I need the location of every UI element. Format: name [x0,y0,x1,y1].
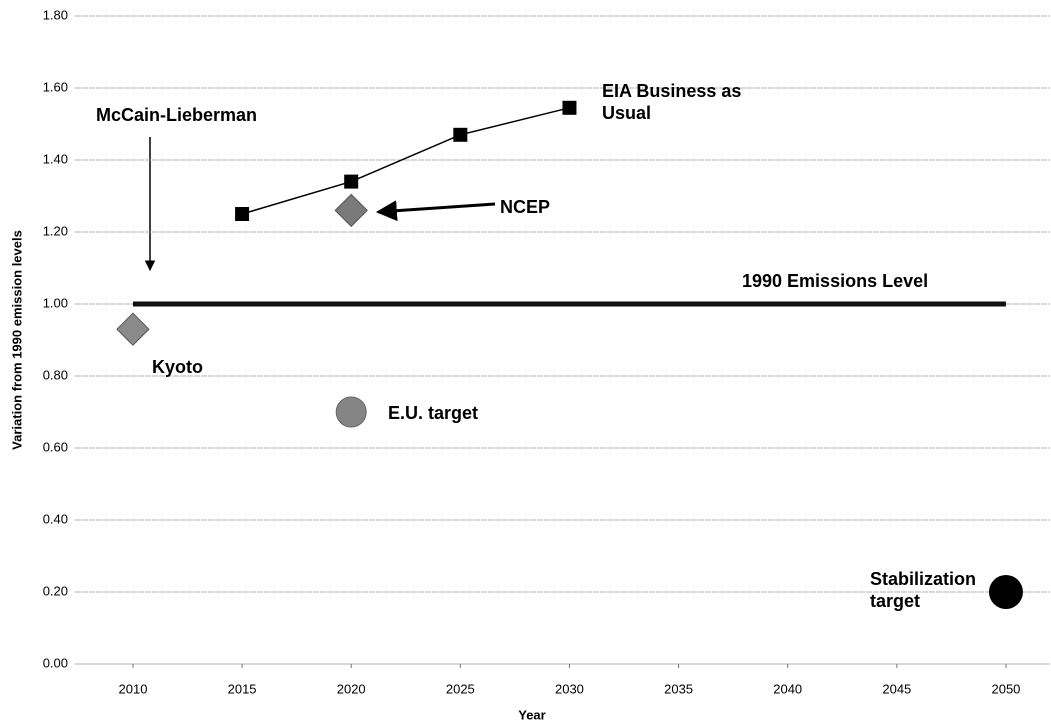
square-marker [562,100,577,115]
series-label: NCEP [500,197,551,217]
series-line [241,107,570,215]
y-tick-label: 1.20 [43,223,68,238]
square-marker [235,207,250,221]
y-tick-label: 1.60 [43,79,68,94]
x-tick-label: 2040 [773,681,802,696]
diamond-marker [334,193,368,228]
series-label: Stabilization target [870,569,977,611]
x-tick-label: 2050 [991,681,1020,696]
square-marker [453,127,468,142]
annotation: McCain-Lieberman [96,105,258,125]
y-axis-label: Variation from 1990 emission levels [9,230,24,450]
x-tick-label: 2035 [664,681,693,696]
y-tick-label: 0.60 [43,439,68,454]
series-label: Kyoto [152,357,203,377]
circle-marker [335,396,367,428]
x-tick-label: 2015 [228,681,257,696]
y-tick-label: 1.80 [43,7,68,22]
x-axis-label: Year [518,707,545,722]
square-marker [344,174,359,189]
series-label: 1990 Emissions Level [742,271,929,291]
series-label: E.U. target [388,403,479,423]
y-tick-label: 0.80 [43,367,68,382]
series-label: EIA Business as Usual [602,81,742,123]
x-tick-label: 2045 [882,681,911,696]
x-tick-label: 2030 [555,681,584,696]
y-tick-label: 1.00 [43,295,68,310]
x-tick-label: 2025 [446,681,475,696]
y-tick-label: 0.20 [43,583,68,598]
y-tick-label: 0.00 [43,655,68,670]
annotation-arrow [375,200,496,222]
y-tick-label: 1.40 [43,151,68,166]
diamond-marker [116,312,150,346]
x-tick-label: 2020 [337,681,366,696]
x-tick-label: 2010 [119,681,148,696]
circle-marker [988,575,1023,609]
y-tick-label: 0.40 [43,511,68,526]
